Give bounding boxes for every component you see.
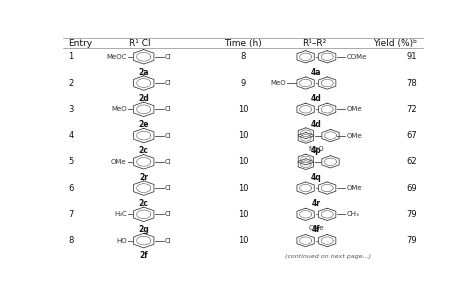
Text: 69: 69: [407, 183, 418, 193]
Text: HO: HO: [116, 238, 127, 244]
Text: 10: 10: [237, 157, 248, 166]
Text: Cl: Cl: [165, 185, 172, 191]
Text: MeO: MeO: [271, 80, 286, 86]
Text: 2f: 2f: [139, 251, 148, 260]
Text: Cl: Cl: [165, 238, 172, 244]
Text: 4: 4: [68, 131, 73, 140]
Text: Yield (%)ᵇ: Yield (%)ᵇ: [374, 39, 418, 48]
Text: COMe: COMe: [346, 54, 367, 60]
Text: 3: 3: [68, 105, 74, 114]
Text: R¹–R²: R¹–R²: [302, 39, 327, 48]
Text: 79: 79: [407, 236, 418, 245]
Text: 67: 67: [407, 131, 418, 140]
Text: 2g: 2g: [138, 225, 149, 234]
Text: Cl: Cl: [165, 106, 172, 112]
Text: 2a: 2a: [138, 68, 149, 77]
Text: 10: 10: [237, 236, 248, 245]
Text: 10: 10: [237, 210, 248, 219]
Text: 8: 8: [68, 236, 74, 245]
Text: (continued on next page...): (continued on next page...): [285, 254, 372, 259]
Text: 10: 10: [237, 131, 248, 140]
Text: 1: 1: [68, 52, 73, 61]
Text: 10: 10: [237, 105, 248, 114]
Text: 2e: 2e: [138, 120, 149, 129]
Text: 78: 78: [407, 78, 418, 88]
Text: OMe: OMe: [346, 185, 362, 191]
Text: 91: 91: [407, 52, 418, 61]
Text: 9: 9: [240, 78, 246, 88]
Text: Entry: Entry: [68, 39, 92, 48]
Text: OMe: OMe: [309, 225, 324, 231]
Text: 7: 7: [68, 210, 74, 219]
Text: 2r: 2r: [139, 173, 148, 182]
Text: 4d: 4d: [311, 120, 322, 129]
Text: 2c: 2c: [139, 199, 149, 208]
Text: Cl: Cl: [165, 133, 172, 138]
Text: Cl: Cl: [165, 159, 172, 165]
Text: 5: 5: [68, 157, 73, 166]
Text: 8: 8: [240, 52, 246, 61]
Text: 4f: 4f: [312, 225, 321, 234]
Text: 2: 2: [68, 78, 73, 88]
Text: Cl: Cl: [165, 211, 172, 217]
Text: CH₃: CH₃: [346, 211, 359, 217]
Text: 62: 62: [407, 157, 418, 166]
Text: 2c: 2c: [139, 146, 149, 156]
Text: 4d: 4d: [311, 94, 322, 103]
Text: MeO: MeO: [309, 146, 324, 152]
Text: 10: 10: [237, 183, 248, 193]
Text: Time (h): Time (h): [224, 39, 262, 48]
Text: OMe: OMe: [346, 106, 362, 112]
Text: H₃C: H₃C: [114, 211, 127, 217]
Text: Cl: Cl: [165, 54, 172, 60]
Text: 4q: 4q: [311, 173, 322, 182]
Text: MeOC: MeOC: [106, 54, 127, 60]
Text: Cl: Cl: [165, 80, 172, 86]
Text: 4r: 4r: [312, 199, 321, 208]
Text: 6: 6: [68, 183, 74, 193]
Text: MeO: MeO: [111, 106, 127, 112]
Text: 4p: 4p: [311, 146, 322, 156]
Text: 79: 79: [407, 210, 418, 219]
Text: 72: 72: [407, 105, 418, 114]
Text: 4a: 4a: [311, 68, 322, 77]
Text: 2d: 2d: [138, 94, 149, 103]
Text: OMe: OMe: [346, 133, 362, 138]
Text: R¹ Cl: R¹ Cl: [129, 39, 151, 48]
Text: OMe: OMe: [111, 159, 127, 165]
